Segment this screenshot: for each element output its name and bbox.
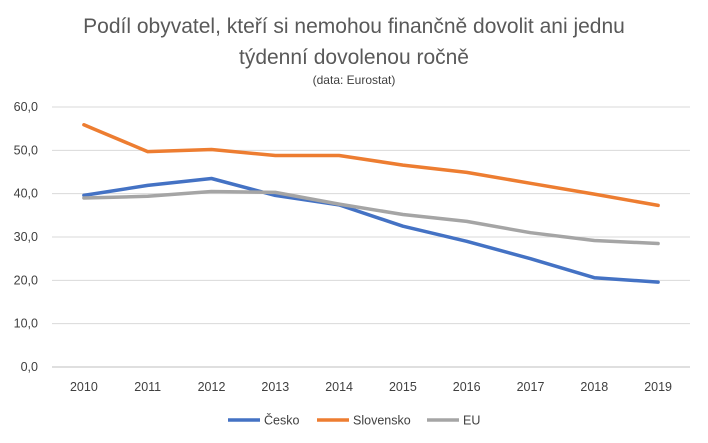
y-tick-label: 50,0 (14, 143, 38, 157)
x-tick-label: 2016 (453, 380, 481, 394)
x-tick-label: 2012 (198, 380, 226, 394)
x-tick-label: 2015 (389, 380, 417, 394)
legend-label: Česko (264, 413, 299, 428)
series-line-česko (82, 176, 660, 284)
y-tick-label: 10,0 (14, 317, 38, 331)
x-tick-label: 2013 (261, 380, 289, 394)
series-line-eu (82, 189, 660, 246)
y-tick-label: 40,0 (14, 187, 38, 201)
x-tick-label: 2010 (70, 380, 98, 394)
gridlines (52, 106, 690, 368)
x-axis-ticks: 2010 2011 2012 2013 2014 2015 2016 2017 2018 2019 (70, 380, 672, 394)
x-tick-label: 2019 (644, 380, 672, 394)
legend-label: Slovensko (353, 414, 411, 428)
chart-title-line-2: týdenní dovolenou ročně (239, 46, 469, 69)
x-tick-label: 2011 (134, 380, 161, 394)
y-tick-label: 30,0 (14, 230, 38, 244)
y-tick-label: 0,0 (21, 360, 38, 374)
chart-title-line-1: Podíl obyvatel, kteří si nemohou finančn… (83, 15, 625, 38)
y-axis-ticks: 0,0 10,0 20,0 30,0 40,0 50,0 60,0 (14, 100, 38, 374)
series-line-slovensko (82, 123, 660, 208)
legend: Česko Slovensko EU (228, 413, 480, 428)
x-tick-label: 2017 (517, 380, 545, 394)
legend-label: EU (463, 414, 480, 428)
series-lines (82, 123, 660, 284)
chart-subtitle: (data: Eurostat) (313, 73, 396, 87)
x-tick-label: 2014 (325, 380, 353, 394)
x-tick-label: 2018 (580, 380, 608, 394)
y-tick-label: 60,0 (14, 100, 38, 114)
y-tick-label: 20,0 (14, 273, 38, 287)
